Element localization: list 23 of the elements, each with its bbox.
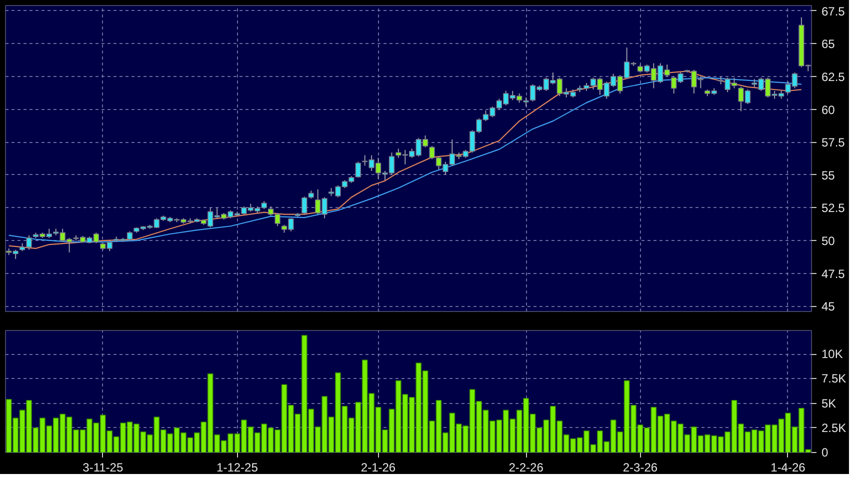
y-tick-label: 0 (822, 446, 828, 460)
y-tick-label: 50 (822, 234, 836, 248)
candlestick (523, 96, 529, 108)
y-tick-label: 7.5K (822, 372, 846, 386)
y-tick-label: 65 (822, 37, 836, 52)
x-tick-label: 2-3-26 (622, 460, 658, 474)
y-tick-label: 62.5 (822, 70, 846, 84)
y-tick-label: 57.5 (822, 136, 846, 150)
y-tick-label: 10K (822, 347, 843, 362)
x-tick-label: 1-4-26 (770, 460, 806, 474)
y-tick-label: 2.5K (822, 420, 846, 435)
y-tick-label: 55 (822, 168, 836, 182)
x-tick-label: 2-1-26 (360, 460, 396, 474)
y-tick-label: 47.5 (822, 266, 846, 281)
y-tick-label: 67.5 (822, 4, 846, 18)
y-tick-label: 60 (822, 102, 836, 117)
candlestick (302, 196, 308, 215)
y-tick-label: 45 (822, 300, 836, 314)
x-tick-label: 3-11-25 (82, 460, 124, 474)
x-tick-label: 1-12-25 (216, 460, 258, 474)
y-tick-label: 52.5 (822, 201, 846, 216)
y-tick-label: 5K (822, 396, 836, 410)
x-tick-label: 2-2-26 (508, 460, 544, 474)
